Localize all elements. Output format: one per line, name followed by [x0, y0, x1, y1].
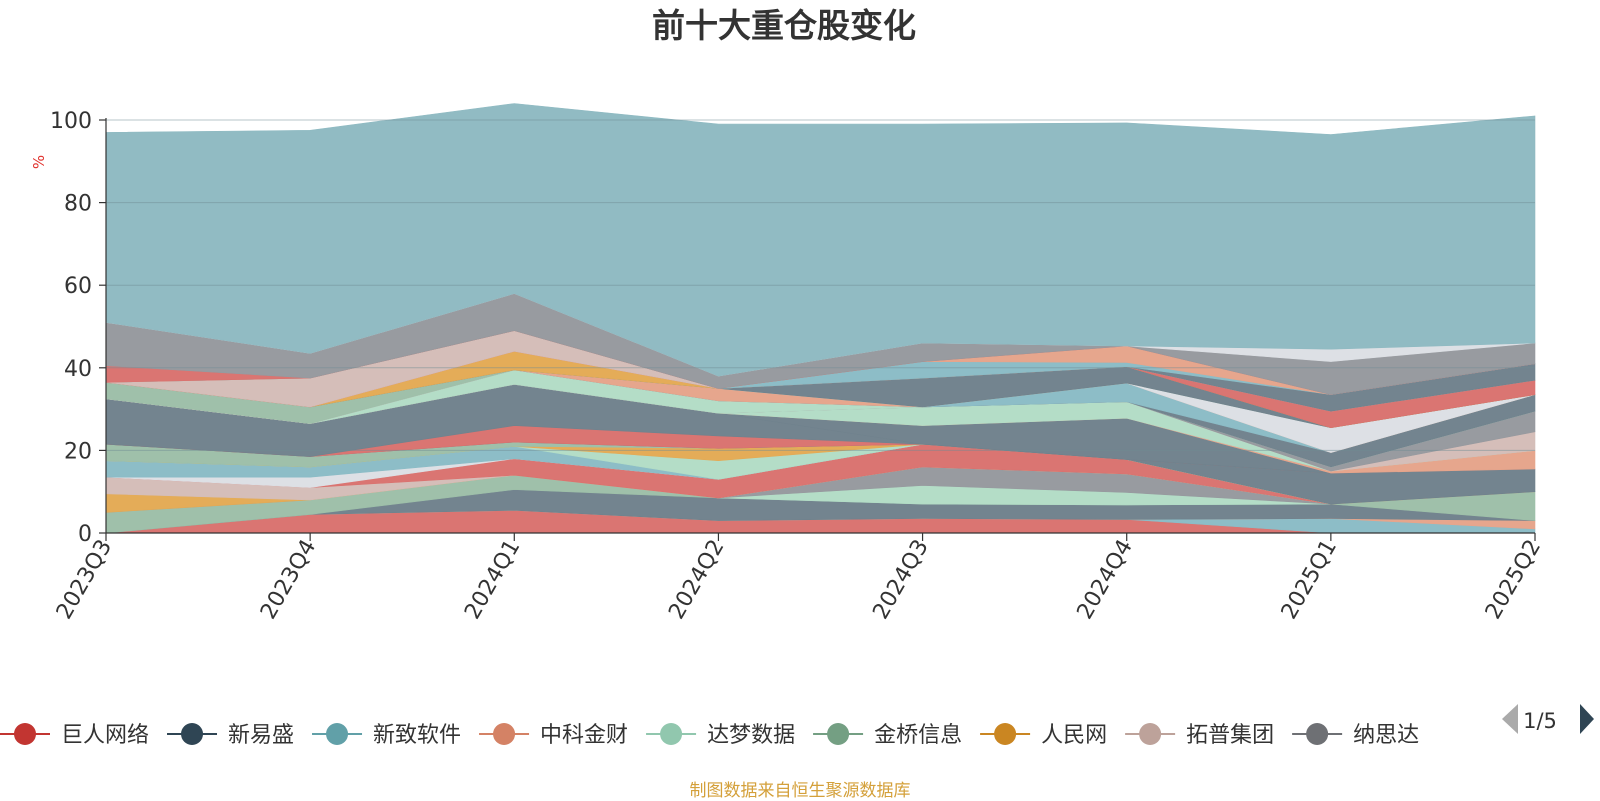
x-tick-label: 2024Q4: [1073, 536, 1138, 624]
legend-marker-icon: [994, 723, 1017, 745]
legend-item[interactable]: 达梦数据: [646, 723, 795, 748]
y-axis-unit: %: [30, 155, 48, 169]
legend-label: 新易盛: [228, 723, 294, 748]
x-tick-label: 2025Q1: [1277, 536, 1342, 624]
legend-item[interactable]: 拓普集团: [1125, 723, 1274, 748]
y-tick-label: 80: [64, 192, 92, 217]
x-tick-label: 2025Q2: [1481, 536, 1546, 624]
y-tick-label: 100: [50, 109, 92, 134]
legend-items: 巨人网络 新易盛 新致软件 中科金财 达梦数据 金桥信息 人民网 拓普集团 纳思达: [0, 723, 1419, 748]
legend-marker-icon: [181, 723, 204, 745]
legend-marker-icon: [14, 723, 36, 745]
legend-label: 纳思达: [1353, 723, 1419, 748]
legend-marker-icon: [326, 723, 349, 745]
y-tick-label: 60: [64, 274, 92, 299]
area-band-39: [105, 103, 1536, 377]
legend-item[interactable]: 金桥信息: [813, 723, 962, 748]
x-tick-label: 2023Q3: [52, 536, 117, 624]
legend-pager: 1/5: [1502, 704, 1594, 734]
legend-marker-icon: [1139, 723, 1162, 745]
x-tick-label: 2024Q2: [664, 536, 729, 624]
legend-label: 达梦数据: [707, 723, 795, 748]
legend-marker-icon: [827, 723, 850, 745]
legend-label: 金桥信息: [874, 723, 962, 748]
legend-item[interactable]: 中科金财: [479, 723, 628, 748]
x-tick-label: 2024Q3: [868, 536, 933, 624]
legend-label: 巨人网络: [61, 723, 149, 748]
legend-next-icon[interactable]: [1580, 704, 1594, 734]
y-tick-label: 0: [78, 522, 92, 547]
legend-item[interactable]: 新易盛: [167, 723, 294, 748]
legend-label: 拓普集团: [1186, 723, 1274, 748]
legend-marker-icon: [1306, 723, 1329, 745]
y-tick-label: 40: [64, 357, 92, 382]
legend-page-label: 1/5: [1523, 709, 1557, 733]
legend-label: 人民网: [1041, 723, 1107, 748]
plot-area: 0 20 40 60 80 100% 2023Q3 2023Q4 2024Q1 2024Q2 202…: [30, 103, 1546, 624]
legend-marker-icon: [493, 723, 516, 745]
y-tick-label: 20: [64, 439, 92, 464]
legend-prev-icon[interactable]: [1502, 704, 1518, 734]
legend-label: 新致软件: [373, 723, 461, 748]
legend-item[interactable]: 人民网: [980, 723, 1107, 748]
legend-label: 中科金财: [540, 723, 628, 748]
legend-item[interactable]: 纳思达: [1292, 723, 1419, 748]
legend-item[interactable]: 巨人网络: [0, 723, 149, 748]
x-tick-label: 2023Q4: [256, 536, 321, 624]
data-source-note: 制图数据来自恒生聚源数据库: [689, 781, 911, 801]
legend-marker-icon: [660, 723, 683, 745]
legend: 巨人网络 新易盛 新致软件 中科金财 达梦数据 金桥信息 人民网 拓普集团 纳思达: [0, 723, 1419, 748]
chart-title: 前十大重仓股变化: [652, 6, 916, 45]
x-tick-label: 2024Q1: [460, 536, 525, 624]
legend-item[interactable]: 新致软件: [312, 723, 461, 748]
